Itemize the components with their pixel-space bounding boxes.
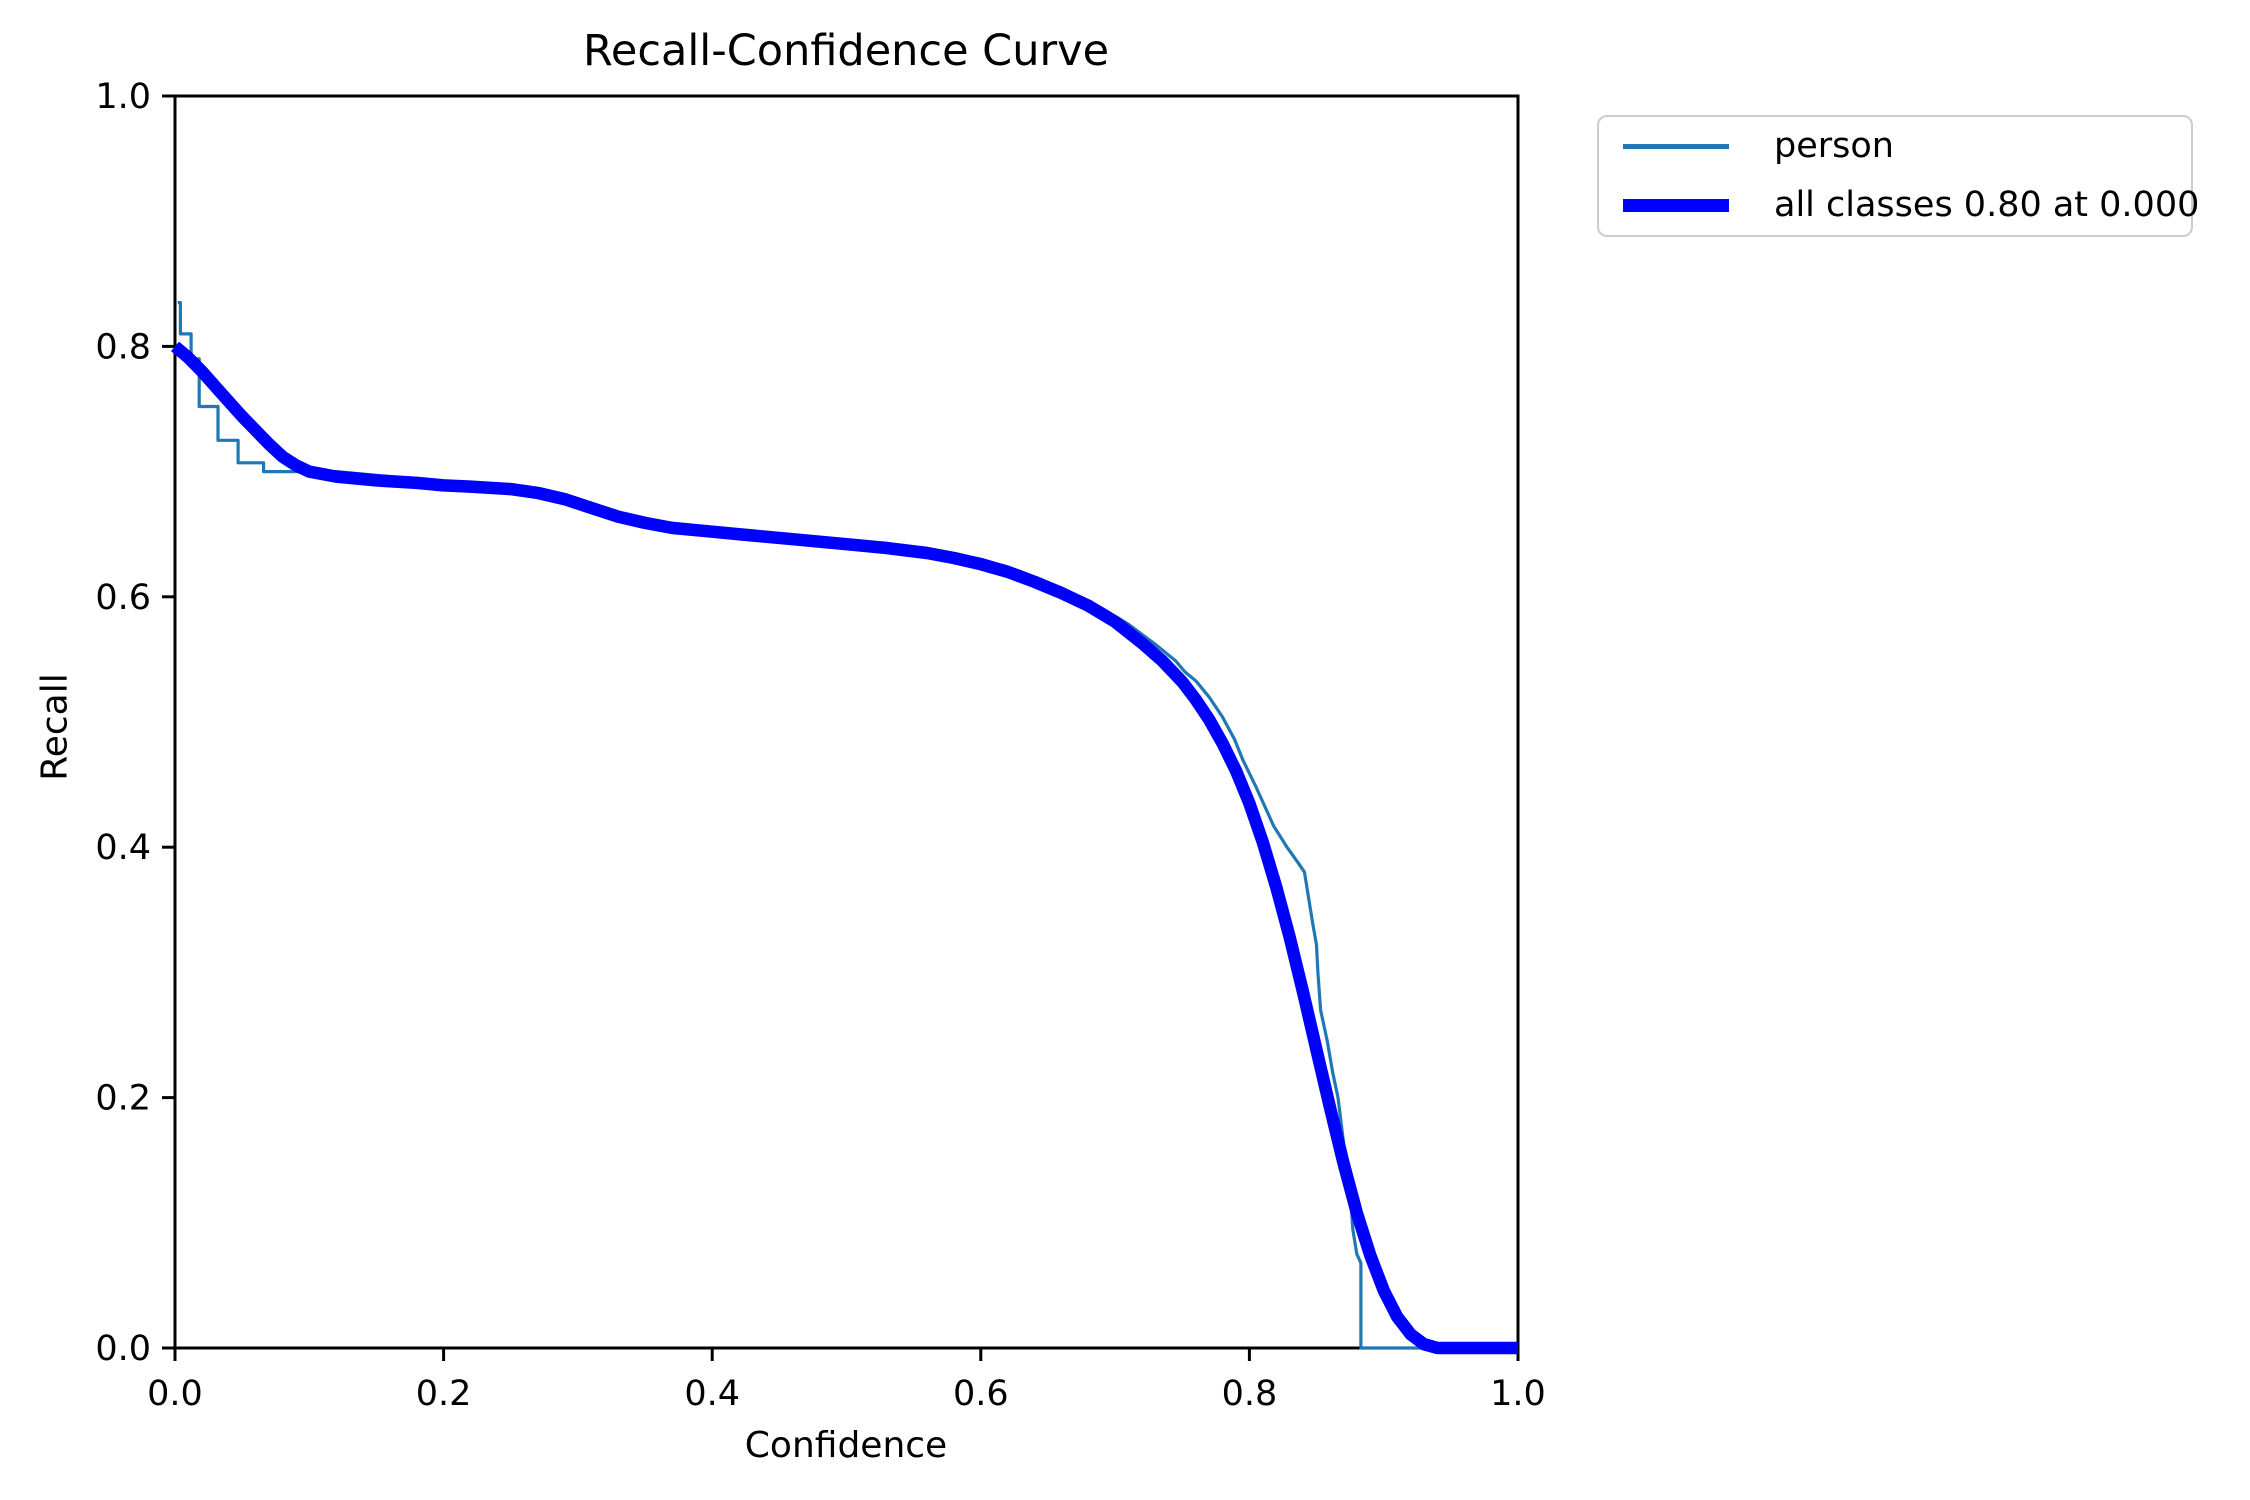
y-tick-label-0.6: 0.6 (95, 578, 151, 618)
x-tick-label-0.0: 0.0 (147, 1374, 203, 1414)
plot-box (173, 94, 1520, 1350)
legend-label-all-classes: all classes 0.80 at 0.000 (1774, 185, 2200, 225)
chart-title: Recall-Confidence Curve (582, 26, 1110, 76)
person-curve (177, 301, 1518, 1350)
x-tick-label-0.8: 0.8 (1222, 1374, 1278, 1414)
x-tick-label-1.0: 1.0 (1490, 1374, 1546, 1414)
y-tick-label-0.4: 0.4 (95, 828, 151, 868)
y-tick-label-0.8: 0.8 (95, 327, 151, 367)
x-tick-label-0.4: 0.4 (684, 1374, 740, 1414)
y-tick-label-0.0: 0.0 (95, 1329, 151, 1369)
y-tick-label-0.2: 0.2 (95, 1079, 151, 1119)
legend: person all classes 0.80 at 0.000 (1597, 115, 2199, 237)
x-tick-label-0.2: 0.2 (416, 1374, 472, 1414)
all-classes-curve (170, 341, 1518, 1355)
x-tick-label-0.6: 0.6 (953, 1374, 1009, 1414)
x-axis-label: Confidence (744, 1425, 948, 1466)
person-line-sample (1623, 144, 1729, 149)
y-axis-label: Recall (34, 673, 76, 781)
y-tick-label-1.0: 1.0 (95, 77, 151, 117)
all-classes-line-sample (1623, 199, 1729, 212)
legend-item-all-classes: all classes 0.80 at 0.000 (1599, 176, 2199, 235)
legend-label-person: person (1774, 126, 1894, 166)
legend-item-person: person (1599, 117, 2191, 176)
